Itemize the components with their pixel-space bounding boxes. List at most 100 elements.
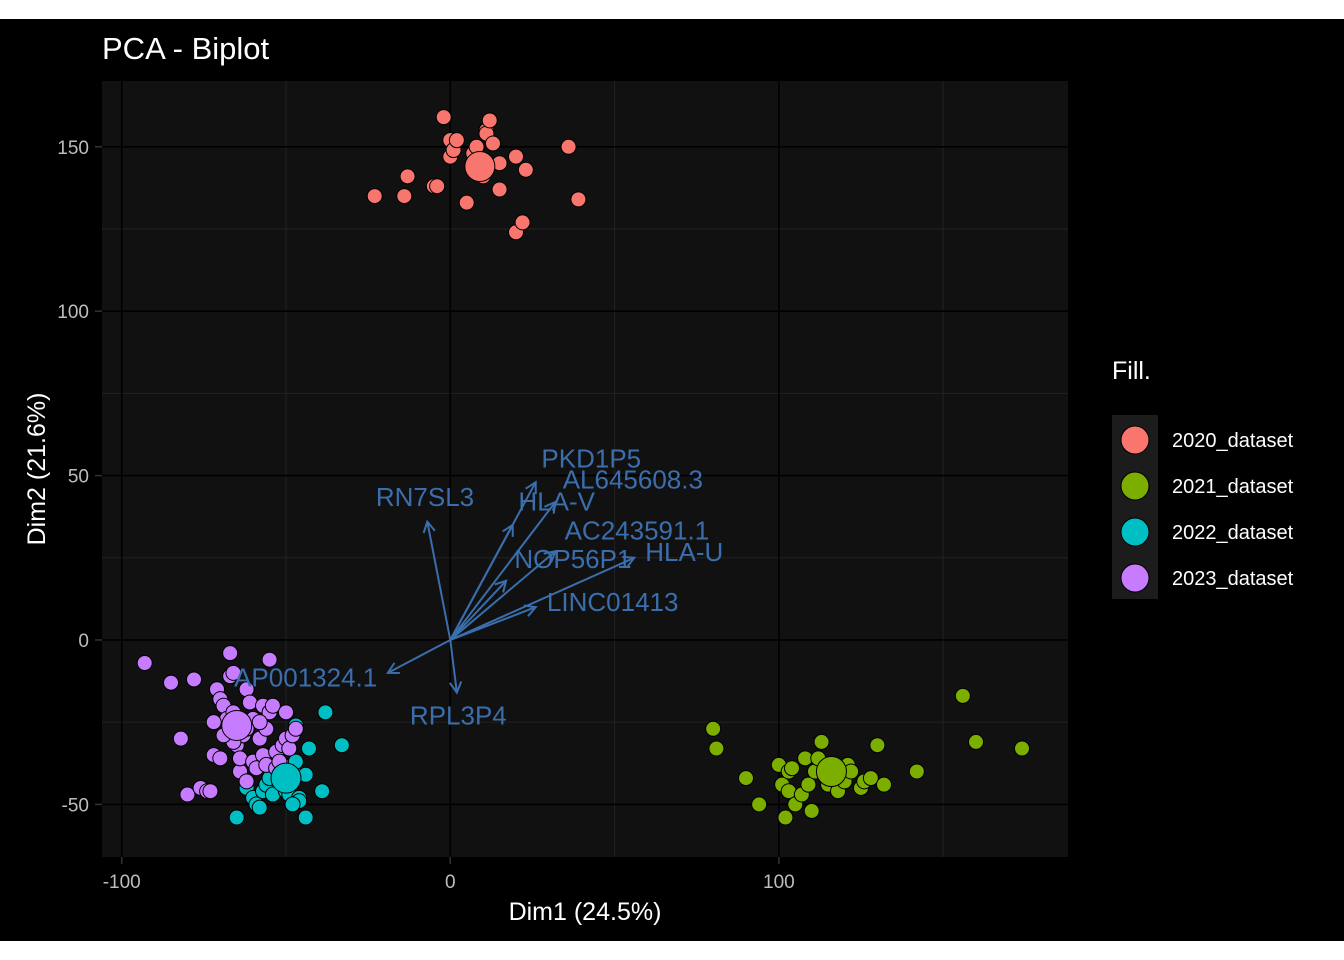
- data-point: [968, 733, 984, 750]
- arrow-shaft: [449, 639, 458, 693]
- chart-frame: PCA - Biplot PKD1P5 AL645608.3 RN7SL3 HLA-V…: [0, 19, 1344, 941]
- data-point: [784, 760, 800, 777]
- data-point: [366, 188, 383, 205]
- data-point: [251, 799, 268, 816]
- data-point: [485, 135, 501, 152]
- legend-key: [1120, 563, 1150, 593]
- data-point: [278, 704, 294, 721]
- data-point: [813, 733, 830, 750]
- data-point: [491, 181, 508, 198]
- data-point: [396, 188, 413, 205]
- data-point: [238, 773, 255, 790]
- arrow-head: [544, 500, 557, 514]
- variable-label: AL645608.3: [563, 464, 703, 494]
- arrow-shaft: [426, 521, 452, 641]
- legend-title: Fill.: [1112, 357, 1151, 385]
- arrow-shaft: [449, 550, 557, 641]
- y-tick-label: 150: [57, 138, 89, 159]
- variable-label: HLA-V: [518, 486, 595, 516]
- variable-arrow: [449, 549, 558, 641]
- legend-label: 2020_dataset: [1172, 430, 1294, 452]
- variable-arrow: [449, 639, 463, 695]
- variable-label: AC243591.1: [565, 515, 710, 545]
- data-point: [186, 671, 202, 688]
- variable-arrow: [449, 500, 557, 641]
- data-point: [212, 750, 229, 767]
- data-point: [448, 132, 465, 149]
- y-tick-label: 50: [68, 467, 89, 488]
- arrow-shaft: [449, 501, 557, 641]
- data-point: [225, 664, 242, 681]
- chart-title: PCA - Biplot: [102, 31, 270, 66]
- legend-key: [1120, 471, 1150, 501]
- data-point: [228, 809, 245, 826]
- arrow-head: [543, 549, 558, 563]
- variable-arrow: [449, 604, 538, 641]
- variable-label: NOP56P1: [514, 544, 631, 574]
- y-tick-label: 100: [57, 302, 89, 323]
- data-point: [458, 194, 475, 211]
- data-point: [301, 740, 317, 757]
- data-point: [297, 809, 314, 826]
- data-point: [314, 783, 331, 800]
- variable-label: RN7SL3: [376, 482, 474, 512]
- data-point: [869, 737, 886, 754]
- data-point: [780, 783, 797, 800]
- data-point: [1014, 740, 1030, 757]
- data-point: [435, 109, 452, 126]
- data-point: [136, 655, 153, 671]
- data-point: [251, 714, 268, 731]
- legend-label: 2022_dataset: [1172, 522, 1294, 544]
- data-point: [287, 720, 304, 737]
- data-point: [264, 697, 281, 714]
- data-point: [429, 178, 446, 195]
- group-centroids: [221, 150, 847, 794]
- legend-label: 2021_dataset: [1172, 476, 1294, 498]
- arrow-shaft: [449, 606, 537, 641]
- data-point: [508, 148, 524, 165]
- data-point: [202, 783, 219, 800]
- legend-key: [1120, 517, 1150, 547]
- data-point: [800, 776, 817, 793]
- arrow-shaft: [449, 580, 507, 641]
- arrow-head: [386, 662, 400, 675]
- variable-arrow: [449, 555, 637, 641]
- variable-label: HLA-U: [645, 537, 723, 567]
- variable-label: RPL3P4: [410, 701, 507, 731]
- arrow-head: [494, 579, 508, 593]
- data-point: [738, 770, 754, 787]
- arrow-head: [525, 480, 537, 495]
- variable-label: LINC01413: [547, 587, 679, 617]
- data-point: [954, 687, 971, 704]
- data-point: [222, 645, 239, 662]
- y-tick-label: -50: [62, 795, 89, 816]
- centroid-point: [221, 709, 253, 741]
- data-point: [317, 704, 334, 721]
- data-point: [232, 750, 248, 767]
- data-point: [876, 776, 892, 793]
- variable-label: PKD1P5: [541, 444, 641, 474]
- data-point: [862, 770, 879, 787]
- x-axis-label: Dim1 (24.5%): [509, 898, 662, 926]
- data-point: [284, 796, 301, 813]
- data-point: [481, 112, 498, 129]
- arrow-shaft: [387, 639, 451, 674]
- y-tick-label: 0: [78, 631, 89, 652]
- data-point: [172, 730, 189, 747]
- data-point: [908, 763, 925, 780]
- arrow-shaft: [449, 524, 514, 641]
- arrow-head: [422, 519, 436, 534]
- data-point: [751, 796, 768, 813]
- x-tick-label: -100: [103, 872, 141, 893]
- data-point: [261, 651, 278, 668]
- data-point: [517, 161, 534, 178]
- x-tick-label: 0: [445, 872, 456, 893]
- variable-arrow: [386, 639, 451, 675]
- data-point: [179, 786, 196, 803]
- data-point: [241, 694, 258, 711]
- data-point: [399, 168, 416, 185]
- variable-arrows: [386, 480, 637, 695]
- data-point: [333, 737, 350, 754]
